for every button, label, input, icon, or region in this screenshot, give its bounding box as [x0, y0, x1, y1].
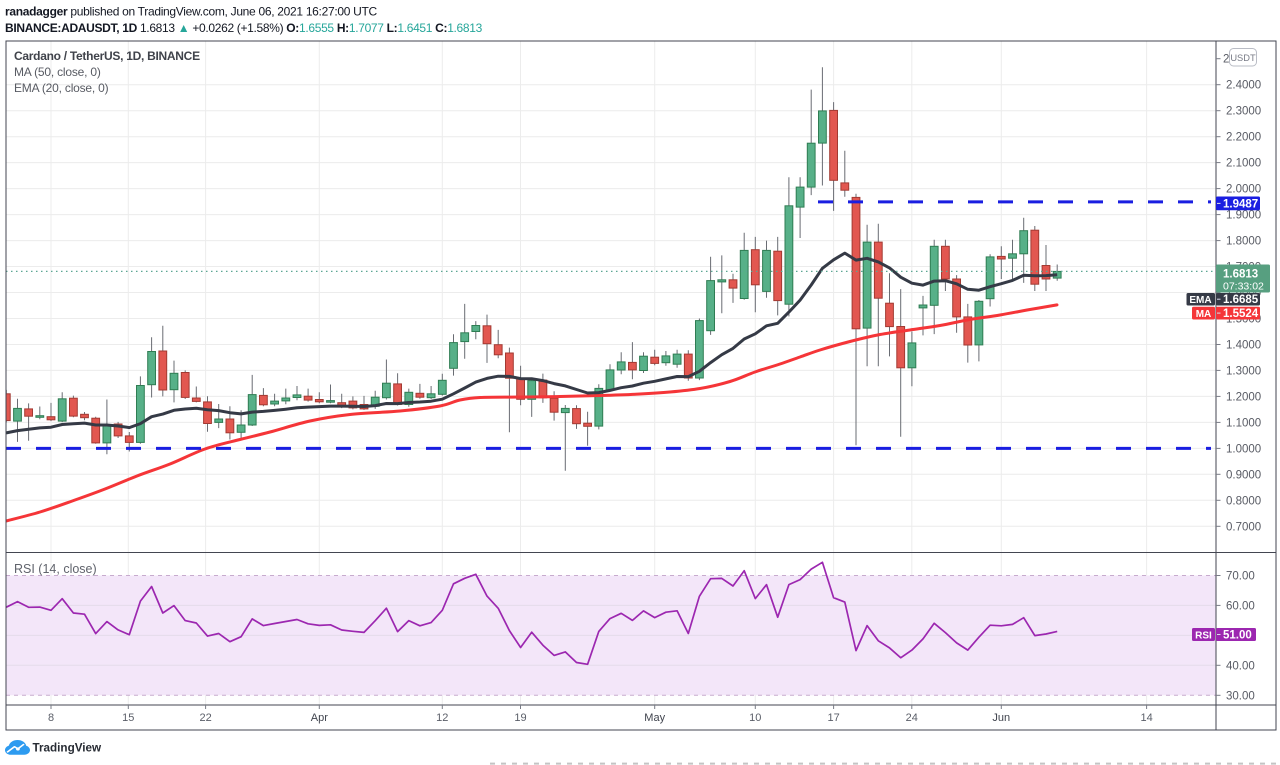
svg-text:1.4000: 1.4000	[1226, 340, 1261, 352]
svg-text:15: 15	[122, 712, 134, 724]
svg-text:19: 19	[514, 712, 526, 724]
svg-text:24: 24	[906, 712, 918, 724]
svg-text:2.3000: 2.3000	[1226, 106, 1261, 118]
svg-text:TradingView: TradingView	[33, 742, 103, 755]
svg-text:EMA: EMA	[1189, 295, 1211, 306]
svg-text:Apr: Apr	[311, 712, 328, 724]
svg-text:USDT: USDT	[1230, 53, 1256, 63]
svg-text:2.1000: 2.1000	[1226, 158, 1261, 170]
svg-text:12: 12	[436, 712, 448, 724]
svg-text:40.00: 40.00	[1226, 660, 1255, 672]
svg-text:70.00: 70.00	[1226, 571, 1255, 583]
svg-text:2.4000: 2.4000	[1226, 80, 1261, 92]
svg-text:Cardano / TetherUS, 1D, BINANC: Cardano / TetherUS, 1D, BINANCE	[14, 49, 200, 63]
svg-text:1.5524: 1.5524	[1223, 308, 1259, 320]
svg-text:RSI (14, close): RSI (14, close)	[14, 562, 97, 576]
svg-text:8: 8	[48, 712, 54, 724]
svg-text:EMA (20, close, 0): EMA (20, close, 0)	[14, 81, 109, 95]
svg-text:51.00: 51.00	[1223, 630, 1252, 642]
svg-text:1.8000: 1.8000	[1226, 236, 1261, 248]
svg-text:1.1000: 1.1000	[1226, 417, 1261, 429]
svg-text:0.7000: 0.7000	[1226, 521, 1261, 533]
svg-text:RSI: RSI	[1195, 631, 1212, 642]
svg-text:30.00: 30.00	[1226, 690, 1255, 702]
svg-text:MA: MA	[1196, 309, 1212, 320]
svg-text:2.0000: 2.0000	[1226, 184, 1261, 196]
svg-text:14: 14	[1140, 712, 1152, 724]
svg-text:1.6685: 1.6685	[1223, 294, 1259, 306]
svg-text:2.2000: 2.2000	[1226, 132, 1261, 144]
svg-text:0.9000: 0.9000	[1226, 469, 1261, 481]
svg-text:17: 17	[827, 712, 839, 724]
svg-text:1.6813: 1.6813	[1223, 269, 1258, 281]
svg-text:10: 10	[749, 712, 761, 724]
svg-text:May: May	[644, 712, 665, 724]
svg-text:0.8000: 0.8000	[1226, 495, 1261, 507]
svg-text:07:33:02: 07:33:02	[1223, 281, 1264, 293]
svg-text:Jun: Jun	[992, 712, 1010, 724]
svg-text:2: 2	[1223, 54, 1229, 66]
svg-text:ranadagger published on Tradin: ranadagger published on TradingView.com,…	[5, 5, 378, 19]
svg-text:22: 22	[199, 712, 211, 724]
svg-text:MA (50, close, 0): MA (50, close, 0)	[14, 65, 101, 79]
svg-text:60.00: 60.00	[1226, 600, 1255, 612]
svg-text:1.9000: 1.9000	[1226, 210, 1261, 222]
svg-text:1.9487: 1.9487	[1223, 198, 1258, 210]
svg-text:1.2000: 1.2000	[1226, 391, 1261, 403]
svg-text:BINANCE:ADAUSDT, 1D 1.6813 ▲: BINANCE:ADAUSDT, 1D 1.6813 ▲ +0.0262 (+1…	[5, 21, 483, 35]
svg-text:1.0000: 1.0000	[1226, 443, 1261, 455]
svg-text:1.3000: 1.3000	[1226, 365, 1261, 377]
